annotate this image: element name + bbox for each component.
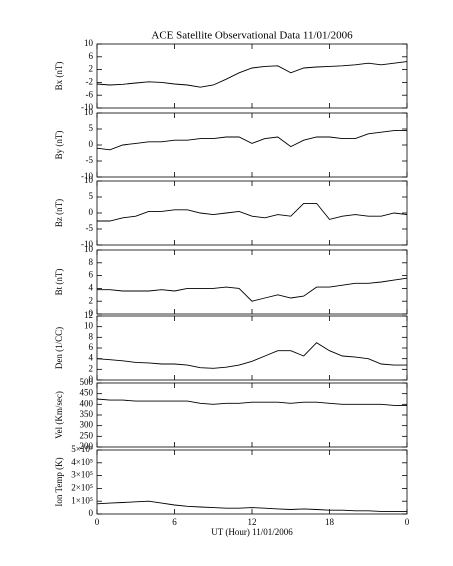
y-tick-label: 1×10⁵ xyxy=(71,495,93,505)
y-tick-label: 3×10⁵ xyxy=(71,470,93,480)
y-axis-label: Ion Temp (K) xyxy=(54,457,64,506)
data-line xyxy=(96,130,407,151)
y-tick-label: 12 xyxy=(84,310,93,320)
y-tick-label: -2 xyxy=(86,76,94,86)
y-tick-label: 2×10⁵ xyxy=(71,482,93,492)
data-line xyxy=(96,398,407,406)
y-tick-label: 8 xyxy=(89,331,94,341)
y-tick-label: 0 xyxy=(89,139,94,149)
y-tick-label: 10 xyxy=(84,38,94,48)
y-tick-label: 10 xyxy=(84,244,94,254)
y-tick-label: 400 xyxy=(80,398,94,408)
data-line xyxy=(97,202,408,222)
panel-frame xyxy=(96,43,408,109)
y-tick-label: 4 xyxy=(89,282,94,292)
y-tick-label: 4×10⁵ xyxy=(71,457,93,467)
y-axis-label: By (nT) xyxy=(54,131,64,160)
y-tick-label: -10 xyxy=(81,171,93,181)
y-tick-label: 6 xyxy=(89,270,94,280)
y-tick-label: 200 xyxy=(80,441,94,451)
y-tick-label: 450 xyxy=(80,388,94,398)
y-tick-label: -6 xyxy=(86,89,94,99)
x-tick-label: 0 xyxy=(405,517,410,527)
y-tick-label: -5 xyxy=(86,223,94,233)
y-tick-label: 2 xyxy=(89,363,94,373)
y-tick-label: -10 xyxy=(81,239,93,249)
panel-frame xyxy=(96,112,408,178)
y-tick-label: 2 xyxy=(89,64,94,74)
y-tick-label: 4 xyxy=(89,353,94,363)
y-tick-label: 500 xyxy=(80,377,94,387)
y-tick-label: 8 xyxy=(89,257,94,267)
x-tick-label: 12 xyxy=(248,517,257,527)
y-tick-label: 0 xyxy=(89,374,94,384)
y-tick-label: 5 xyxy=(89,191,94,201)
y-axis-label: Den (1/CC) xyxy=(54,327,64,369)
y-tick-label: 250 xyxy=(80,430,94,440)
x-tick-label: 6 xyxy=(172,517,177,527)
panel-frame xyxy=(96,315,408,381)
data-line xyxy=(97,277,408,302)
y-axis-label: Bx (nT) xyxy=(54,62,64,91)
y-tick-label: 0 xyxy=(89,207,94,217)
data-line xyxy=(96,342,407,369)
y-axis-label: Vel (Km/sec) xyxy=(54,391,64,439)
y-tick-label: 10 xyxy=(84,321,94,331)
x-tick-label: 0 xyxy=(95,517,100,527)
y-tick-label: 5 xyxy=(89,123,94,133)
panel-frame xyxy=(96,382,408,448)
y-tick-label: 6 xyxy=(89,342,94,352)
y-tick-label: 0 xyxy=(89,308,94,318)
data-line xyxy=(96,61,408,88)
y-tick-label: 300 xyxy=(80,420,94,430)
y-axis-label: Bz (nT) xyxy=(54,199,64,227)
y-tick-label: -5 xyxy=(86,155,94,165)
y-tick-label: 10 xyxy=(84,175,94,185)
y-tick-label: 2 xyxy=(89,295,94,305)
x-tick-label: 18 xyxy=(325,517,335,527)
y-tick-label: -10 xyxy=(81,102,93,112)
y-tick-label: 5×10⁵ xyxy=(71,444,93,454)
y-tick-label: 350 xyxy=(80,409,94,419)
chart-title: ACE Satellite Observational Data 11/01/2… xyxy=(151,30,353,42)
y-tick-label: 10 xyxy=(84,107,94,117)
y-axis-label: Bt (nT) xyxy=(54,269,64,296)
panel-frame xyxy=(96,249,408,315)
y-tick-label: 0 xyxy=(89,508,94,518)
panel-frame xyxy=(96,449,408,515)
y-tick-label: 6 xyxy=(89,51,94,61)
x-axis-label: UT (Hour) 11/01/2006 xyxy=(211,527,293,537)
data-line xyxy=(96,500,407,512)
